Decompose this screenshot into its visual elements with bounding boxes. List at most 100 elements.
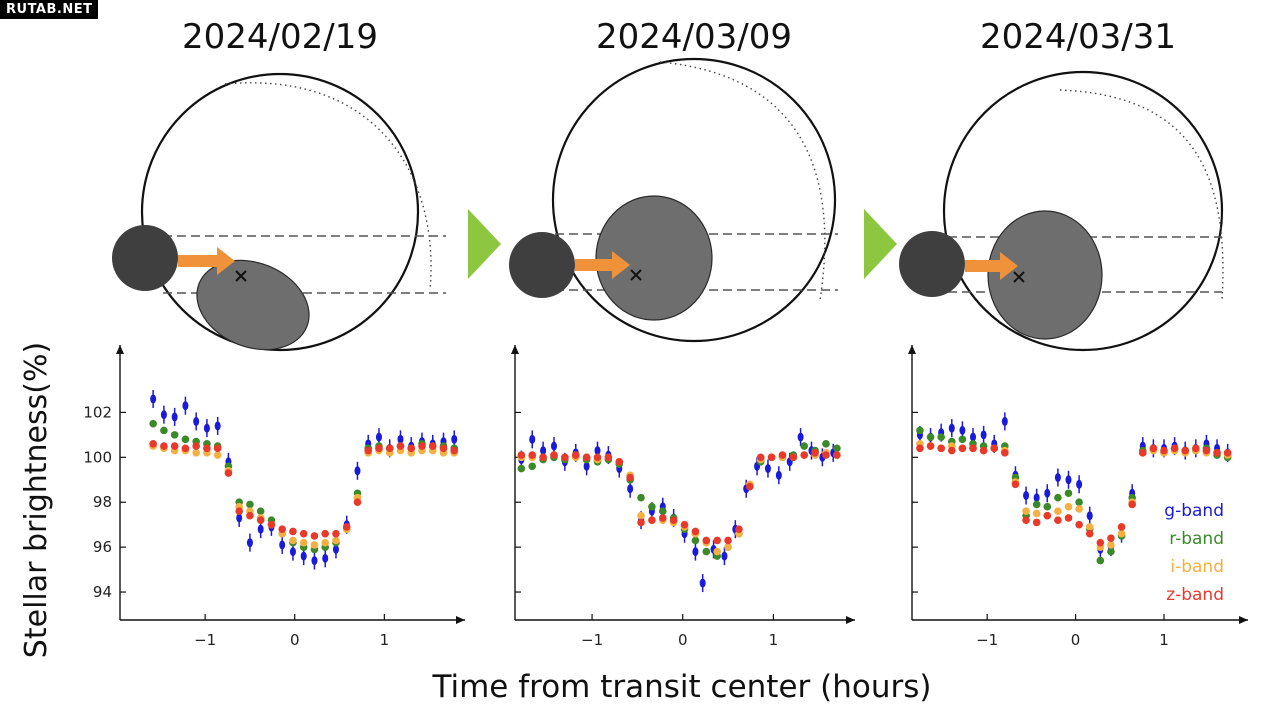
data-point bbox=[822, 451, 830, 459]
data-point bbox=[375, 444, 383, 453]
data-point bbox=[289, 536, 297, 545]
data-point bbox=[1117, 523, 1126, 531]
data-point bbox=[257, 524, 264, 534]
data-point bbox=[615, 458, 624, 466]
data-point bbox=[550, 441, 557, 451]
y-tick-label: 98 bbox=[93, 493, 112, 511]
series-z-band bbox=[149, 440, 459, 540]
planet-disk bbox=[899, 231, 965, 297]
panel-date-title: 2024/03/31 bbox=[980, 17, 1176, 57]
data-point bbox=[1033, 493, 1040, 503]
data-point bbox=[160, 442, 168, 450]
data-point bbox=[713, 547, 721, 556]
light-curve-panel-3: 2024/03/31 −1 0 1 bbox=[908, 17, 1248, 649]
panel-date-title: 2024/03/09 bbox=[596, 17, 792, 57]
transit-center-cross-icon bbox=[1013, 271, 1025, 283]
data-point bbox=[833, 444, 841, 453]
x-tick-label: 1 bbox=[380, 631, 390, 649]
data-point bbox=[713, 536, 721, 545]
data-point bbox=[1192, 444, 1200, 453]
data-point bbox=[958, 435, 967, 444]
data-point bbox=[1107, 547, 1115, 556]
data-point bbox=[299, 538, 308, 547]
data-point bbox=[637, 518, 645, 527]
data-point bbox=[170, 431, 179, 439]
data-point bbox=[450, 446, 459, 455]
planet-disk bbox=[509, 232, 575, 298]
x-tick-label: 1 bbox=[769, 631, 779, 649]
data-point bbox=[1223, 449, 1232, 457]
x-tick-label: −1 bbox=[581, 631, 603, 649]
data-point bbox=[1054, 516, 1062, 524]
light-curve-panels: 2024/02/19 94 96 98 100 102 −1 0 1 2024/03/09 −1 0 1… bbox=[83, 17, 1248, 649]
data-point bbox=[948, 423, 955, 433]
data-point bbox=[797, 432, 804, 442]
data-point bbox=[1085, 529, 1094, 538]
x-tick-label: −1 bbox=[976, 631, 998, 649]
data-point bbox=[528, 462, 537, 471]
planet-motion-arrow bbox=[965, 252, 1018, 280]
data-point bbox=[699, 578, 706, 588]
data-point bbox=[691, 527, 700, 536]
data-point bbox=[959, 425, 966, 435]
data-point bbox=[937, 444, 945, 453]
data-point bbox=[1032, 500, 1041, 509]
data-point bbox=[540, 446, 547, 456]
data-point bbox=[800, 442, 809, 450]
data-point bbox=[789, 453, 798, 462]
data-point bbox=[192, 442, 200, 450]
data-point bbox=[332, 544, 339, 554]
data-point bbox=[278, 525, 286, 533]
data-point bbox=[583, 461, 590, 471]
data-point bbox=[246, 511, 254, 520]
data-point bbox=[160, 410, 167, 420]
x-tick-label: 0 bbox=[1071, 631, 1081, 649]
data-point bbox=[149, 440, 157, 448]
data-point bbox=[958, 444, 967, 453]
star-disk-outline bbox=[140, 72, 420, 352]
data-point bbox=[182, 401, 189, 411]
series-z-band bbox=[916, 442, 1232, 547]
planet-path-dotted-curve bbox=[659, 61, 826, 301]
data-point bbox=[1202, 446, 1211, 455]
legend-entry-g-band: g-band bbox=[1164, 501, 1224, 521]
data-point bbox=[721, 551, 728, 561]
y-axis-arrowhead bbox=[908, 345, 916, 354]
data-point bbox=[1032, 518, 1041, 527]
data-point bbox=[648, 502, 656, 511]
planet-motion-arrow bbox=[575, 251, 630, 279]
data-point bbox=[1001, 449, 1009, 457]
data-point bbox=[979, 446, 988, 455]
data-point bbox=[385, 444, 394, 453]
data-point bbox=[1044, 488, 1051, 498]
data-point bbox=[236, 513, 243, 523]
data-point bbox=[1011, 480, 1020, 489]
x-tick-label: 1 bbox=[1159, 631, 1169, 649]
data-point bbox=[407, 444, 416, 453]
data-point bbox=[680, 520, 689, 529]
star-disk-outline bbox=[942, 70, 1224, 352]
data-point bbox=[300, 551, 307, 561]
data-point bbox=[418, 442, 426, 450]
data-point bbox=[1065, 475, 1072, 485]
data-point bbox=[926, 442, 935, 450]
data-point bbox=[299, 529, 308, 538]
data-point bbox=[1107, 534, 1115, 542]
planet-motion-arrow bbox=[178, 247, 235, 275]
data-point bbox=[310, 532, 319, 540]
data-point bbox=[1054, 507, 1062, 516]
data-point bbox=[658, 514, 667, 522]
data-point bbox=[353, 498, 362, 507]
data-point bbox=[1213, 449, 1221, 457]
data-point bbox=[439, 444, 448, 453]
data-point bbox=[1128, 500, 1136, 509]
data-point bbox=[702, 536, 711, 545]
data-point bbox=[181, 435, 190, 444]
x-axis-arrowhead bbox=[1239, 616, 1248, 624]
x-axis-arrowhead bbox=[456, 616, 465, 624]
data-point bbox=[746, 482, 754, 491]
data-point bbox=[213, 451, 222, 459]
data-point bbox=[778, 451, 787, 459]
data-point bbox=[571, 451, 580, 459]
